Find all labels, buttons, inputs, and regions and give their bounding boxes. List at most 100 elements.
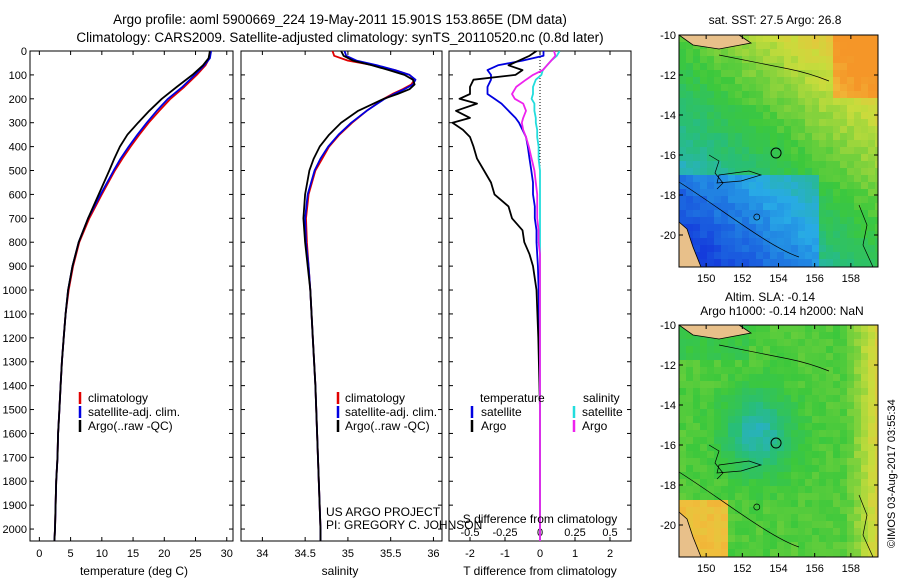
- map-cell: [798, 458, 806, 466]
- map-cell: [686, 374, 694, 382]
- map-cell: [868, 35, 876, 43]
- map-cell: [833, 147, 841, 155]
- map-cell: [833, 133, 841, 141]
- map-cell: [707, 535, 715, 543]
- map-cell: [763, 245, 771, 253]
- legend-label-argo: Argo(..raw -QC): [345, 419, 430, 433]
- map-cell: [714, 507, 722, 515]
- map-cell: [707, 231, 715, 239]
- map-cell: [756, 42, 764, 50]
- map-cell: [833, 472, 841, 480]
- map-cell: [805, 451, 813, 459]
- map-cell: [861, 437, 869, 445]
- map-cell: [728, 77, 736, 85]
- map-cell: [861, 147, 869, 155]
- map-cell: [819, 98, 827, 106]
- map-cell: [714, 472, 722, 480]
- map-cell: [812, 217, 820, 225]
- map-cell: [749, 381, 757, 389]
- map-cell: [819, 528, 827, 536]
- map-cell: [707, 238, 715, 246]
- map-cell: [819, 353, 827, 361]
- map-cell: [763, 542, 771, 550]
- map-cell: [875, 402, 878, 410]
- map-cell: [735, 161, 743, 169]
- map-cell: [735, 63, 743, 71]
- map-cell: [770, 112, 778, 120]
- map-cell: [812, 493, 820, 501]
- map-cell: [826, 126, 834, 134]
- map-cell: [742, 238, 750, 246]
- map-cell: [784, 203, 792, 211]
- map-cell: [707, 346, 715, 354]
- map-cell: [840, 70, 848, 78]
- series-group: [451, 51, 561, 541]
- map-cell: [798, 381, 806, 389]
- map-cell: [868, 259, 876, 267]
- map-cell: [763, 493, 771, 501]
- map-cell: [749, 140, 757, 148]
- map-cell: [679, 388, 687, 396]
- map-cell: [875, 196, 878, 204]
- map-cell: [798, 500, 806, 508]
- map-cell: [749, 416, 757, 424]
- map-cell: [826, 409, 834, 417]
- map-cell: [840, 437, 848, 445]
- map-cell: [742, 224, 750, 232]
- map-cell: [805, 514, 813, 522]
- map-cell: [861, 49, 869, 57]
- map-cell: [679, 147, 687, 155]
- map-cell: [784, 332, 792, 340]
- xtick-label: 10: [96, 548, 108, 560]
- map-cell: [875, 465, 878, 473]
- xtick-label: 36: [427, 548, 439, 560]
- map-cell: [833, 346, 841, 354]
- map-cell: [812, 521, 820, 529]
- map-cell: [868, 374, 876, 382]
- map-cell: [728, 161, 736, 169]
- map-cell: [840, 252, 848, 260]
- map-cell: [749, 458, 757, 466]
- map-cell: [763, 388, 771, 396]
- map-cell: [707, 154, 715, 162]
- map-cell: [812, 259, 820, 267]
- map-cell: [763, 217, 771, 225]
- map-cell: [721, 196, 729, 204]
- map-cell: [742, 245, 750, 253]
- map-cell: [777, 56, 785, 64]
- map-cell: [784, 528, 792, 536]
- map-cell: [833, 175, 841, 183]
- map-cell: [700, 175, 708, 183]
- map-cell: [763, 224, 771, 232]
- map-cell: [679, 182, 687, 190]
- map-cell: [679, 119, 687, 127]
- map-cell: [861, 514, 869, 522]
- map-cell: [770, 224, 778, 232]
- map-cell: [756, 325, 764, 333]
- series-line-satellite-adj-clim-: [53, 51, 212, 541]
- map-cell: [854, 374, 862, 382]
- map-cell: [756, 514, 764, 522]
- map-cell: [742, 112, 750, 120]
- map-cell: [868, 56, 876, 64]
- map-cell: [742, 154, 750, 162]
- map-cell: [707, 507, 715, 515]
- map-cell: [819, 535, 827, 543]
- map-cell: [714, 535, 722, 543]
- map-cell: [854, 367, 862, 375]
- map-cell: [735, 168, 743, 176]
- map-cell: [847, 56, 855, 64]
- map-cell: [847, 395, 855, 403]
- map-cell: [847, 346, 855, 354]
- map-cell: [826, 84, 834, 92]
- map-cell: [805, 161, 813, 169]
- map-cell: [686, 56, 694, 64]
- ytick-label: -16: [660, 150, 676, 162]
- map-cell: [756, 451, 764, 459]
- map-cell: [756, 374, 764, 382]
- map-cell: [707, 381, 715, 389]
- map-cell: [847, 112, 855, 120]
- map-cell: [854, 63, 862, 71]
- map-cell: [686, 444, 694, 452]
- map-cell: [833, 479, 841, 487]
